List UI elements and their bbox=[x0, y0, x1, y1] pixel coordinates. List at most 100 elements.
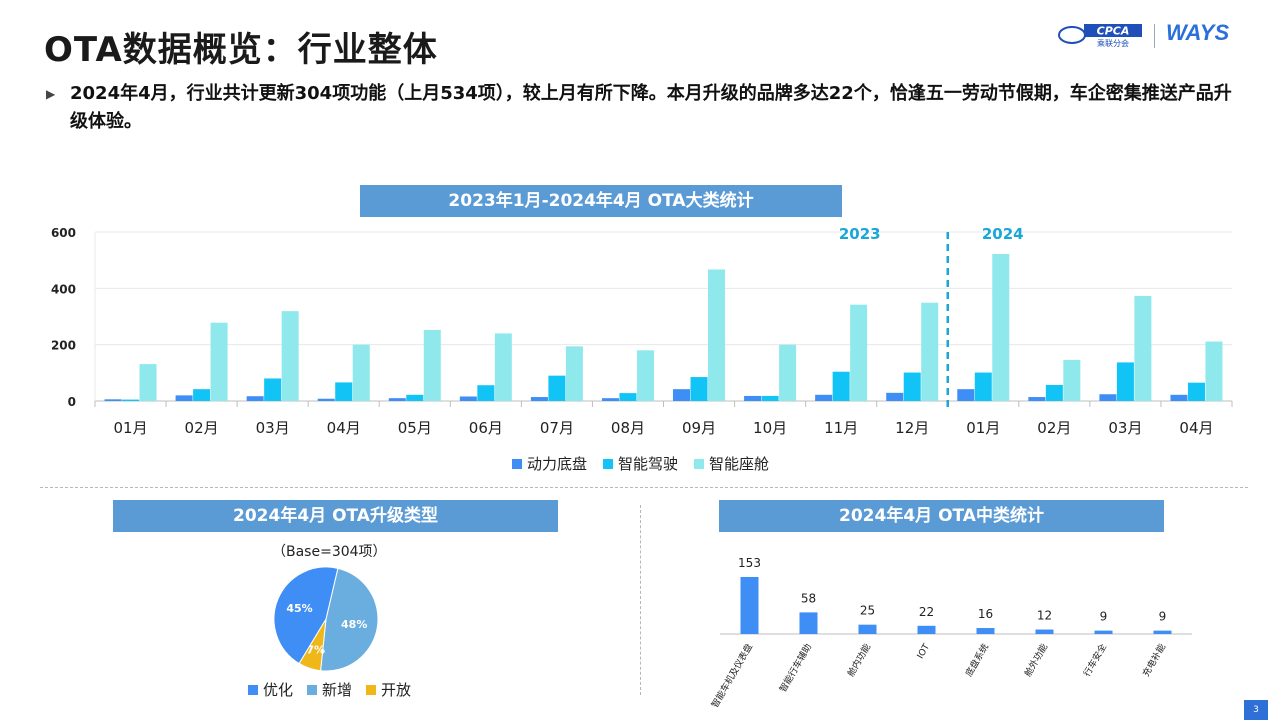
bar-power bbox=[673, 389, 691, 401]
pie-base-note: （Base=304项） bbox=[272, 544, 387, 560]
bar-cabin bbox=[494, 333, 512, 401]
x-tick-label: 12月 bbox=[895, 419, 929, 437]
mid-category-label: 舱内功能 bbox=[845, 642, 873, 679]
mid-bar-value-label: 58 bbox=[801, 591, 816, 605]
summary-bullet: ▶ 2024年4月，行业共计更新304项功能（上月534项），较上月有所下降。本… bbox=[46, 80, 1246, 136]
pie-slice-opt bbox=[273, 566, 339, 665]
pie-legend-swatch-new bbox=[307, 684, 318, 695]
mid-bar-value-label: 12 bbox=[1037, 609, 1052, 623]
mid-bar-value-label: 25 bbox=[860, 604, 875, 618]
pie-legend-label-open: 开放 bbox=[381, 681, 412, 699]
pie-legend: 优化 新增 开放 bbox=[248, 679, 411, 700]
pie-legend-swatch-open bbox=[366, 684, 377, 695]
x-tick-label: 06月 bbox=[469, 419, 503, 437]
bar-adas bbox=[903, 372, 921, 401]
x-tick-label: 04月 bbox=[327, 419, 361, 437]
bar-power bbox=[815, 394, 833, 401]
mid-chart-title: 2024年4月 OTA中类统计 bbox=[719, 500, 1164, 532]
mid-bar bbox=[858, 624, 877, 634]
pie-legend-item-new: 新增 bbox=[307, 679, 352, 700]
pie-slice-label: 7% bbox=[306, 644, 325, 657]
x-tick-label: 08月 bbox=[611, 419, 645, 437]
bar-adas bbox=[1045, 384, 1063, 401]
mid-category-label: 充电补能 bbox=[1140, 642, 1168, 679]
bar-power bbox=[459, 396, 477, 401]
bar-cabin bbox=[210, 322, 228, 401]
pie-chart: 48% 7% 45% bbox=[273, 566, 379, 672]
ways-logo: WAYS bbox=[1166, 20, 1230, 45]
x-tick-label: 04月 bbox=[1179, 419, 1213, 437]
bar-adas bbox=[1187, 382, 1205, 401]
bar-cabin bbox=[423, 330, 441, 401]
y-tick-label: 0 bbox=[68, 395, 76, 409]
bar-power bbox=[530, 397, 548, 401]
pie-legend-label-opt: 优化 bbox=[263, 681, 294, 699]
x-tick-label: 05月 bbox=[398, 419, 432, 437]
logo-area: CPCA 乘联分会 WAYS bbox=[1058, 18, 1268, 54]
bar-power bbox=[886, 392, 904, 401]
legend-label-cabin: 智能座舱 bbox=[709, 455, 770, 473]
bar-power bbox=[317, 398, 335, 401]
bar-power bbox=[388, 398, 406, 401]
pie-legend-swatch-opt bbox=[248, 684, 258, 695]
bar-adas bbox=[619, 393, 637, 401]
legend-item-cabin: 智能座舱 bbox=[694, 453, 769, 474]
bar-cabin bbox=[921, 302, 939, 401]
cpca-logo: CPCA 乘联分会 bbox=[1058, 24, 1142, 48]
bullet-arrow-icon: ▶ bbox=[46, 87, 56, 101]
bar-cabin bbox=[1063, 359, 1081, 401]
mid-category-label: 行车安全 bbox=[1081, 642, 1109, 679]
bar-adas bbox=[690, 377, 708, 401]
legend-swatch-cabin bbox=[694, 458, 705, 469]
bar-power bbox=[175, 395, 193, 401]
bar-cabin bbox=[850, 304, 868, 401]
bar-cabin bbox=[139, 364, 157, 401]
bar-cabin bbox=[779, 344, 797, 401]
bar-cabin bbox=[281, 311, 299, 401]
bar-adas bbox=[477, 385, 495, 401]
legend-label-power: 动力底盘 bbox=[527, 455, 588, 473]
bar-power bbox=[1099, 394, 1117, 401]
x-tick-label: 02月 bbox=[185, 419, 219, 437]
mid-bar-value-label: 9 bbox=[1100, 610, 1108, 624]
bar-adas bbox=[832, 371, 850, 401]
bar-power bbox=[1028, 397, 1046, 401]
legend-label-adas: 智能驾驶 bbox=[618, 455, 679, 473]
x-tick-label: 10月 bbox=[753, 419, 787, 437]
mid-bar bbox=[1153, 630, 1172, 634]
legend-item-power: 动力底盘 bbox=[512, 453, 587, 474]
bar-power bbox=[1170, 394, 1188, 401]
pie-legend-item-opt: 优化 bbox=[248, 679, 293, 700]
summary-text: 2024年4月，行业共计更新304项功能（上月534项），较上月有所下降。本月升… bbox=[70, 83, 1232, 132]
main-chart-legend: 动力底盘 智能驾驶 智能座舱 bbox=[512, 453, 769, 474]
x-tick-label: 03月 bbox=[1108, 419, 1142, 437]
section-divider bbox=[40, 487, 1248, 488]
bar-adas bbox=[406, 394, 424, 401]
mid-bar-value-label: 153 bbox=[738, 556, 761, 570]
bar-cabin bbox=[352, 344, 370, 401]
mid-category-label: IOT bbox=[916, 642, 933, 661]
bar-adas bbox=[974, 372, 992, 401]
x-tick-label: 02月 bbox=[1037, 419, 1071, 437]
logo-separator bbox=[1154, 24, 1155, 48]
mid-bar bbox=[1094, 630, 1113, 634]
x-tick-label: 03月 bbox=[256, 419, 290, 437]
mid-bar-value-label: 9 bbox=[1159, 610, 1167, 624]
mid-category-label: 舱外功能 bbox=[1022, 642, 1050, 679]
y-tick-label: 200 bbox=[51, 339, 76, 353]
mid-chart: 153 智能车机及仪表盘 58 智能行车辅助 25 舱内功能 22 IOT 16 底盘系统 12 舱外… bbox=[709, 556, 1192, 710]
bar-power bbox=[104, 399, 122, 401]
bar-adas bbox=[761, 395, 779, 401]
year-label-2023: 2023 bbox=[839, 225, 881, 243]
x-tick-label: 01月 bbox=[113, 419, 147, 437]
bar-adas bbox=[335, 382, 353, 401]
bar-power bbox=[957, 389, 975, 401]
bar-cabin bbox=[708, 269, 726, 401]
main-chart-title: 2023年1月-2024年4月 OTA大类统计 bbox=[360, 185, 842, 217]
bar-adas bbox=[548, 375, 566, 401]
legend-swatch-adas bbox=[603, 458, 614, 469]
bar-power bbox=[744, 395, 762, 401]
pie-slice-new bbox=[320, 567, 379, 672]
bar-cabin bbox=[565, 346, 583, 401]
cpca-logo-sub: 乘联分会 bbox=[1097, 38, 1129, 48]
